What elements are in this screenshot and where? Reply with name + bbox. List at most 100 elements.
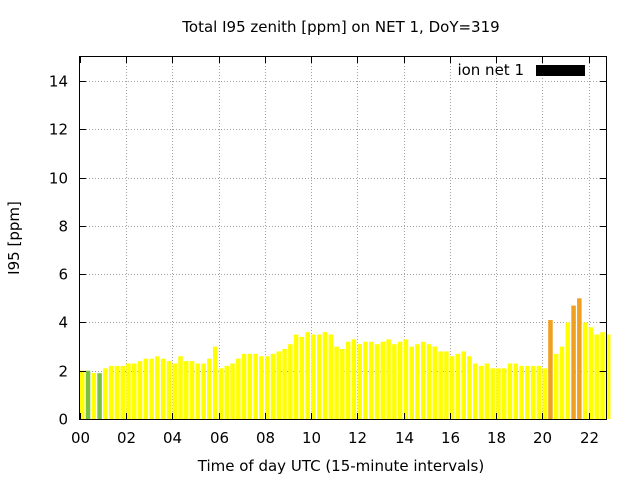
bar xyxy=(392,344,397,419)
bar xyxy=(606,334,611,419)
bar xyxy=(340,349,345,419)
bar xyxy=(184,361,189,419)
bar xyxy=(247,353,253,419)
bar xyxy=(403,339,409,419)
bar xyxy=(449,356,455,419)
bar xyxy=(369,341,374,419)
x-tick-label: 08 xyxy=(256,429,275,447)
bar xyxy=(473,363,478,419)
y-tick-label: 14 xyxy=(49,73,68,91)
legend: ion net 1 xyxy=(457,61,585,79)
bar xyxy=(276,351,282,419)
y-tick-label: 0 xyxy=(58,411,68,429)
x-tick-label: 22 xyxy=(580,429,599,447)
bar xyxy=(594,334,599,419)
bar xyxy=(108,365,114,419)
bar xyxy=(351,339,357,419)
chart-title: Total I95 zenith [ppm] on NET 1, DoY=319 xyxy=(181,18,499,36)
bar xyxy=(444,351,449,419)
bar xyxy=(126,363,131,419)
legend-label: ion net 1 xyxy=(457,61,524,79)
bar xyxy=(132,363,137,419)
bar xyxy=(201,363,206,419)
bar xyxy=(559,346,565,419)
y-tick-label: 6 xyxy=(58,266,68,284)
bar xyxy=(160,358,166,419)
bar xyxy=(270,353,276,419)
x-tick-label: 20 xyxy=(533,429,552,447)
x-tick-label: 00 xyxy=(71,429,90,447)
x-tick-label: 16 xyxy=(441,429,460,447)
bar xyxy=(363,341,368,419)
bar xyxy=(259,356,264,419)
x-tick-label: 12 xyxy=(348,429,367,447)
bar xyxy=(548,320,553,419)
y-tick-label: 2 xyxy=(58,363,68,381)
legend-swatch xyxy=(536,65,585,76)
bar xyxy=(282,349,287,419)
bar xyxy=(374,344,380,419)
bar xyxy=(530,365,536,419)
bar xyxy=(224,365,230,419)
bar xyxy=(241,353,247,419)
bar xyxy=(496,368,501,419)
bar xyxy=(316,334,322,419)
bar xyxy=(525,365,530,419)
bar xyxy=(461,351,466,419)
bar xyxy=(103,368,108,419)
bar xyxy=(264,356,270,419)
plot-border xyxy=(79,56,607,420)
bar xyxy=(432,346,438,419)
x-tick-label: 18 xyxy=(487,429,506,447)
bar xyxy=(218,368,224,419)
bar xyxy=(345,341,351,419)
x-tick-label: 04 xyxy=(163,429,182,447)
bar xyxy=(380,341,386,419)
bar xyxy=(588,327,594,419)
bar xyxy=(519,365,524,419)
bar xyxy=(334,346,339,419)
bar xyxy=(230,363,235,419)
bar xyxy=(212,346,218,419)
bar xyxy=(143,358,149,419)
y-axis-label: I95 [ppm] xyxy=(5,201,23,275)
bar xyxy=(501,368,507,419)
bar xyxy=(299,336,305,419)
bar xyxy=(553,353,559,419)
bar xyxy=(507,363,513,419)
bar xyxy=(542,368,547,419)
bar xyxy=(288,344,293,419)
bar xyxy=(467,356,472,419)
bar xyxy=(155,356,160,419)
bar xyxy=(565,322,571,419)
x-tick-label: 10 xyxy=(302,429,321,447)
bar xyxy=(582,322,588,419)
x-axis: 00 02 04 06 08 10 12 14 16 18 20 22 xyxy=(71,57,599,447)
bar xyxy=(577,298,582,419)
bar xyxy=(207,358,212,419)
bar xyxy=(189,361,195,419)
bar xyxy=(421,341,426,419)
grid-lines xyxy=(80,57,606,419)
bar xyxy=(600,332,605,419)
y-axis: 0 2 4 6 8 10 12 14 xyxy=(49,73,606,429)
y-tick-label: 12 xyxy=(49,121,68,139)
bar xyxy=(178,356,183,419)
bar xyxy=(120,365,125,419)
bar xyxy=(328,334,334,419)
bar xyxy=(484,363,490,419)
bar xyxy=(426,344,432,419)
bar xyxy=(455,353,461,419)
bars xyxy=(80,298,611,419)
bar xyxy=(80,370,85,419)
bar xyxy=(490,368,495,419)
bar xyxy=(438,351,443,419)
bar xyxy=(536,365,542,419)
bar xyxy=(195,363,201,419)
bar xyxy=(97,373,102,419)
bar xyxy=(571,305,576,419)
bar xyxy=(305,332,310,419)
bar xyxy=(149,358,154,419)
x-tick-label: 02 xyxy=(117,429,136,447)
